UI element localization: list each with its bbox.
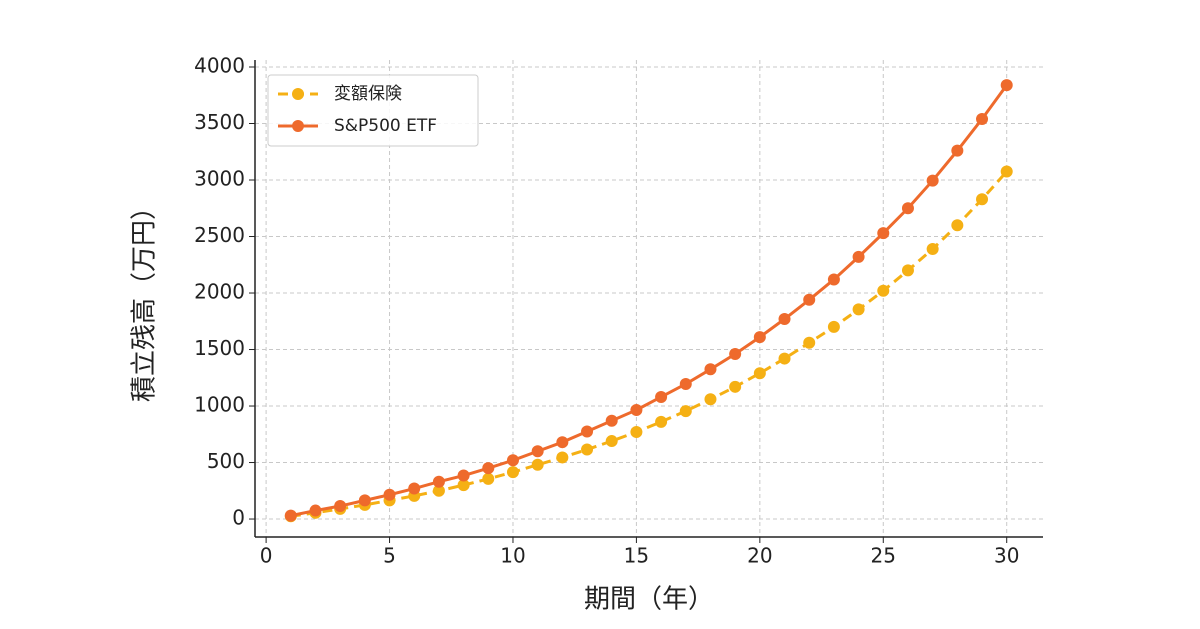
data-point — [926, 242, 939, 255]
data-point — [901, 202, 914, 215]
data-point — [309, 504, 322, 517]
data-point — [704, 363, 717, 376]
x-tick-label: 25 — [871, 544, 896, 568]
series-line — [290, 170, 1008, 518]
data-point — [1000, 165, 1013, 178]
y-tick-label: 0 — [232, 506, 245, 530]
data-point — [901, 264, 914, 277]
data-point — [803, 336, 816, 349]
data-point — [432, 475, 445, 488]
data-point — [852, 250, 865, 263]
data-point — [284, 509, 297, 522]
x-tick-label: 30 — [994, 544, 1019, 568]
x-tick-label: 15 — [624, 544, 649, 568]
legend-marker — [292, 120, 304, 132]
data-point — [976, 193, 989, 206]
y-tick-label: 2500 — [194, 223, 245, 247]
data-point — [827, 273, 840, 286]
y-axis-label: 積立残高（万円） — [130, 194, 160, 402]
series-line — [290, 84, 1008, 518]
data-point — [753, 367, 766, 380]
data-point — [408, 482, 421, 495]
y-tick-label: 3500 — [194, 110, 245, 134]
y-tick-label: 1000 — [194, 393, 245, 417]
data-point — [778, 313, 791, 326]
data-point — [457, 479, 470, 492]
data-point — [482, 462, 495, 475]
y-tick-label: 1500 — [194, 336, 245, 360]
x-axis-label: 期間（年） — [584, 585, 714, 615]
data-point — [655, 415, 668, 428]
data-point — [778, 352, 791, 365]
data-point — [630, 426, 643, 439]
y-tick-label: 500 — [207, 449, 245, 473]
data-point — [506, 454, 519, 467]
data-point — [1000, 79, 1013, 92]
data-point — [531, 458, 544, 471]
legend-marker — [292, 88, 304, 100]
data-point — [506, 466, 519, 479]
legend-box — [267, 74, 479, 147]
data-point — [951, 144, 964, 157]
x-tick-label: 5 — [383, 544, 396, 568]
data-point — [605, 414, 618, 427]
data-point — [358, 494, 371, 507]
data-point — [877, 227, 890, 240]
data-point — [976, 112, 989, 125]
data-point — [581, 425, 594, 438]
data-point — [753, 331, 766, 344]
data-point — [334, 500, 347, 513]
data-point — [482, 472, 495, 485]
data-point — [531, 445, 544, 458]
data-point — [926, 174, 939, 187]
data-point — [679, 405, 692, 418]
y-tick-label: 2000 — [194, 280, 245, 304]
data-point — [729, 348, 742, 361]
legend-label: S&P500 ETF — [334, 116, 437, 136]
data-point — [630, 403, 643, 416]
data-point — [951, 219, 964, 232]
data-point — [556, 436, 569, 449]
data-point — [827, 320, 840, 333]
y-tick-label: 4000 — [194, 54, 245, 78]
data-point — [852, 303, 865, 316]
data-point — [457, 469, 470, 482]
data-point — [556, 451, 569, 464]
x-tick-label: 0 — [260, 544, 273, 568]
data-point — [729, 380, 742, 393]
data-point — [581, 443, 594, 456]
x-tick-label: 20 — [747, 544, 772, 568]
data-point — [679, 377, 692, 390]
x-tick-label: 10 — [500, 544, 525, 568]
y-tick-label: 3000 — [194, 167, 245, 191]
data-point — [655, 390, 668, 403]
data-point — [704, 393, 717, 406]
data-point — [432, 484, 445, 497]
data-point — [605, 435, 618, 448]
data-point — [383, 488, 396, 501]
data-point — [803, 293, 816, 306]
legend-label: 変額保険 — [334, 84, 402, 104]
data-point — [877, 284, 890, 297]
